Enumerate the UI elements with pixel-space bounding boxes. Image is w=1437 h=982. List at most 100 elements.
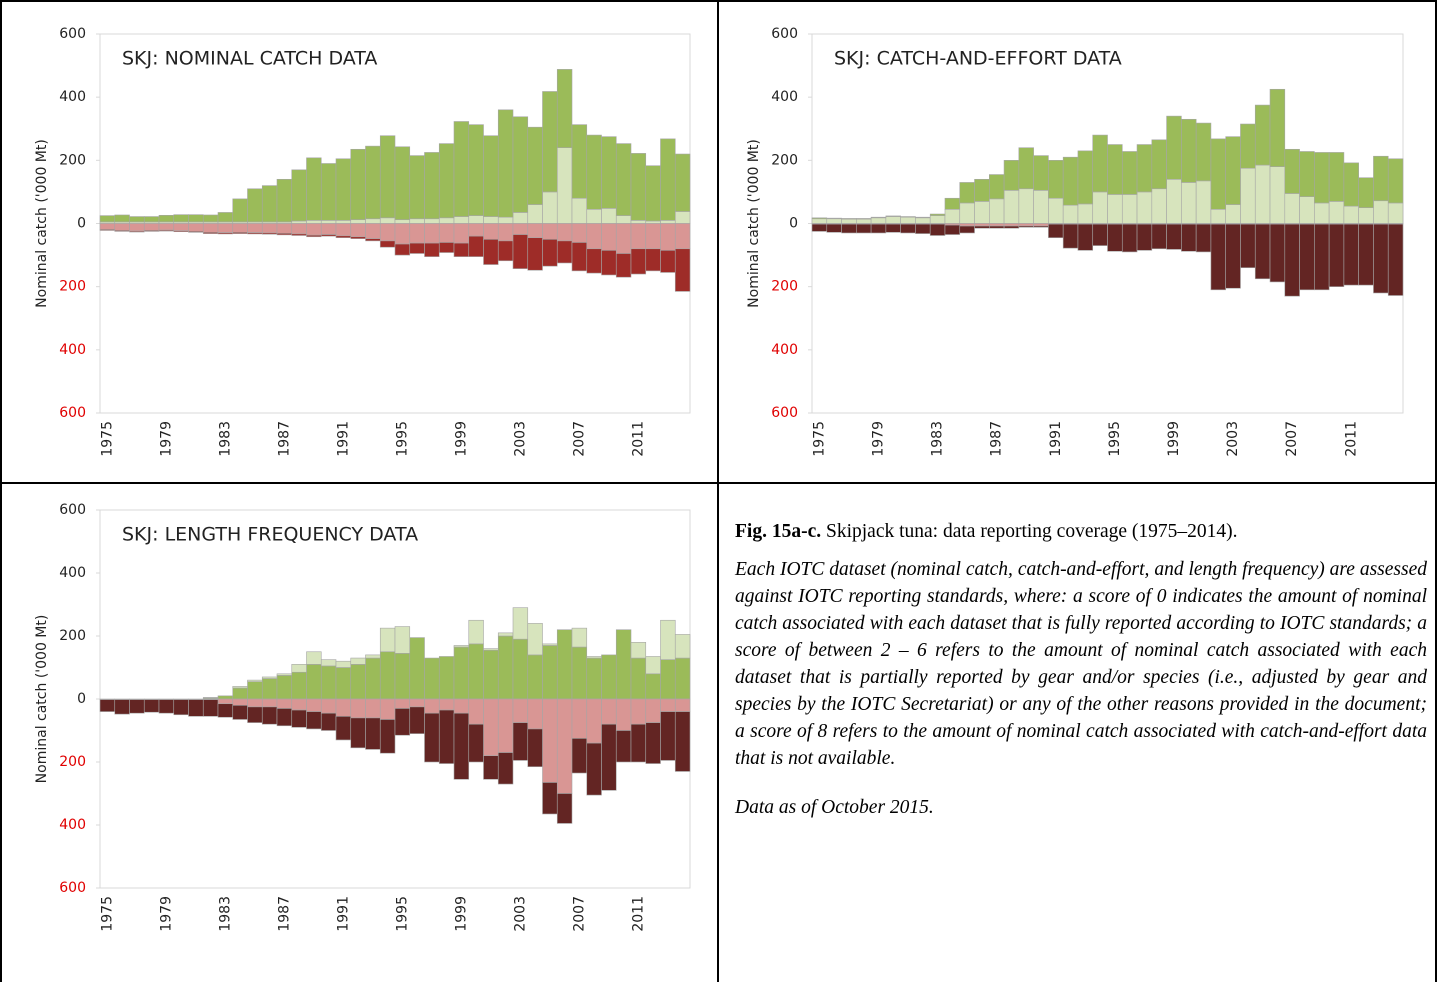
x-tick-label: 1995 xyxy=(394,421,410,457)
bar-segment xyxy=(438,709,455,764)
x-tick-label: 2003 xyxy=(1225,421,1241,457)
bar-segment xyxy=(601,654,617,700)
x-tick-label: 1975 xyxy=(811,421,827,457)
bar-segment xyxy=(601,250,617,276)
y-tick-label: 200 xyxy=(771,152,798,168)
bar-segment xyxy=(99,229,116,231)
bar-segment xyxy=(527,223,543,239)
bar-segment xyxy=(1181,223,1197,252)
bar-segment xyxy=(232,232,248,234)
bar-segment xyxy=(202,214,219,223)
bar-segment xyxy=(674,698,691,712)
bar-segment xyxy=(232,686,248,689)
bar-segment xyxy=(1033,225,1049,228)
bar-segment xyxy=(1240,123,1256,169)
x-tick-label: 1983 xyxy=(217,421,233,457)
bar-segment xyxy=(306,223,322,236)
bar-segment xyxy=(291,671,307,700)
bar-segment xyxy=(1136,223,1153,251)
bar-segment xyxy=(615,629,632,700)
bar-segment xyxy=(900,216,916,218)
bar-segment xyxy=(497,752,514,785)
bar-segment xyxy=(1018,225,1034,228)
bar-segment xyxy=(217,703,234,718)
x-tick-label: 1999 xyxy=(453,896,469,932)
x-tick-label: 2003 xyxy=(512,421,528,457)
bar-segment xyxy=(1358,207,1374,224)
bar-segment xyxy=(424,657,440,700)
bar-segment xyxy=(1033,190,1049,224)
bar-segment xyxy=(379,698,396,720)
bar-segment xyxy=(438,143,455,219)
bar-segment xyxy=(143,230,160,232)
bar-segment xyxy=(556,698,573,794)
bar-segment xyxy=(202,232,219,234)
bar-segment xyxy=(202,697,219,699)
bar-segment xyxy=(944,208,961,224)
bar-segment xyxy=(261,706,278,725)
bar-segment xyxy=(394,146,411,221)
bar-segment xyxy=(512,638,529,700)
caption-note: Data as of October 2015. xyxy=(735,797,934,818)
bar-segment xyxy=(1254,104,1271,166)
bar-segment xyxy=(630,223,647,250)
bar-segment xyxy=(556,240,573,264)
bar-segment xyxy=(1018,188,1034,224)
bar-segment xyxy=(276,698,293,709)
bar-segment xyxy=(1387,202,1404,224)
bar-segment xyxy=(660,138,676,221)
y-tick-label: 200 xyxy=(59,754,86,770)
bar-segment xyxy=(99,699,116,712)
bar-segment xyxy=(1210,208,1227,224)
bar-segment xyxy=(365,223,381,239)
bar-segment xyxy=(556,223,573,242)
bar-segment xyxy=(915,216,931,219)
bar-segment xyxy=(188,231,204,233)
bar-segment xyxy=(1373,200,1389,224)
bar-segment xyxy=(424,698,440,714)
bar-segment xyxy=(409,223,425,244)
bar-segment xyxy=(320,698,337,714)
y-tick-label: 600 xyxy=(59,502,86,518)
bar-segment xyxy=(350,717,366,749)
bar-segment xyxy=(601,136,617,209)
bar-segment xyxy=(615,223,632,254)
bar-segment xyxy=(306,711,322,730)
bar-segment xyxy=(674,711,691,772)
bar-segment xyxy=(542,238,558,267)
bar-segment xyxy=(335,716,352,741)
bar-segment xyxy=(143,699,160,713)
bar-segment xyxy=(1195,122,1212,182)
bar-segment xyxy=(438,698,455,711)
bar-segment xyxy=(586,208,602,224)
bar-segment xyxy=(1121,223,1138,253)
bar-segment xyxy=(630,153,647,221)
chart-title: SKJ: LENGTH FREQUENCY DATA xyxy=(122,524,418,546)
bar-segment xyxy=(674,153,691,212)
bar-segment xyxy=(1284,193,1300,224)
y-tick-label: 200 xyxy=(59,152,86,168)
bar-segment xyxy=(99,215,116,223)
bar-segment xyxy=(1166,223,1182,250)
bar-segment xyxy=(1077,150,1094,205)
bar-segment xyxy=(261,223,278,234)
bar-segment xyxy=(1269,88,1286,167)
bar-segment xyxy=(630,220,647,224)
bar-segment xyxy=(497,109,514,218)
bar-segment xyxy=(1210,138,1227,210)
y-tick-label: 200 xyxy=(771,279,798,295)
bar-segment xyxy=(660,223,676,251)
bar-segment xyxy=(527,126,543,205)
bar-segment xyxy=(453,712,470,780)
y-tick-label: 400 xyxy=(59,89,86,105)
bar-segment xyxy=(335,698,352,717)
bar-segment xyxy=(1033,155,1049,191)
bar-segment xyxy=(512,223,529,235)
bar-segment xyxy=(217,695,234,700)
bar-segment xyxy=(512,234,529,269)
bar-segment xyxy=(468,215,484,224)
bar-segment xyxy=(974,225,990,229)
bar-segment xyxy=(674,248,691,292)
bar-segment xyxy=(660,698,676,712)
